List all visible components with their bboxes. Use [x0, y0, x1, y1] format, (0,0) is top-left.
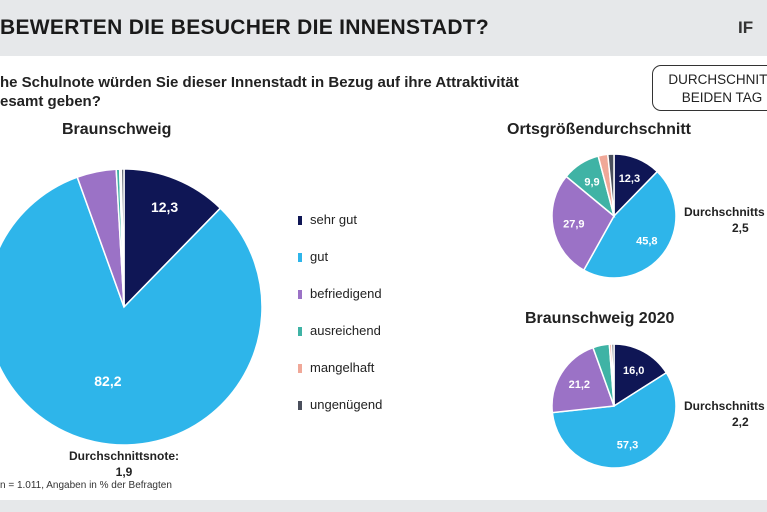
average-note-line-2: BEIDEN TAG [681, 90, 763, 105]
orts-data-label-sehr-gut: 12,3 [619, 173, 640, 185]
main-chart-title: Braunschweig [62, 121, 172, 138]
orts-data-label-ausreichend: 9,9 [584, 176, 599, 188]
legend-swatch-gut [298, 253, 302, 262]
bs2020-data-label-befriedigend: 21,2 [569, 379, 590, 391]
bs2020-data-label-sehr-gut: 16,0 [623, 365, 644, 377]
legend-swatch-sehr-gut [298, 216, 302, 225]
orts-average-label: Durchschnitts [684, 205, 765, 219]
survey-question: he Schulnote würden Sie dieser Innenstad… [0, 73, 610, 111]
main-average-label: Durchschnittsnote: [68, 449, 179, 463]
legend-swatch-ausreichend [298, 327, 302, 336]
orts-data-label-gut: 45,8 [636, 235, 657, 247]
pie-chart-braunschweig: 12,3 82,2 [0, 168, 263, 446]
legend-label: ausreichend [310, 323, 381, 338]
legend-swatch-ungenuegend [298, 401, 302, 410]
main-average-grade: Durchschnittsnote: 1,9 [64, 448, 184, 480]
orts-average-grade: Durchschnitts 2,5 [684, 204, 767, 236]
bs2020-slice-gut [551, 371, 677, 469]
pie-chart-braunschweig-2020: 16,0 57,3 21,2 [551, 343, 677, 469]
average-note-line-1: DURCHSCHNITT [668, 72, 767, 87]
bs2020-chart-title: Braunschweig 2020 [525, 310, 675, 327]
orts-slice-ungenuegend [606, 153, 615, 217]
bs2020-slice-ungenuegend [610, 343, 615, 407]
legend-label: mangelhaft [310, 360, 375, 375]
bs2020-slice-sehr-gut [613, 343, 668, 408]
main-slice-sehr-gut [123, 168, 222, 309]
bs2020-average-grade: Durchschnitts 2,2 [684, 398, 767, 430]
bs2020-data-label-gut: 57,3 [617, 440, 638, 452]
brand-logo: IF [738, 18, 754, 37]
legend-label: befriedigend [310, 286, 382, 301]
header-bar: BEWERTEN DIE BESUCHER DIE INNENSTADT? IF [0, 0, 767, 56]
average-note-box: DURCHSCHNITT BEIDEN TAG [652, 65, 767, 111]
legend-label: sehr gut [310, 212, 357, 227]
question-line-1: he Schulnote würden Sie dieser Innenstad… [0, 74, 519, 91]
legend-label: ungenügend [310, 397, 383, 412]
legend-label: gut [310, 249, 329, 264]
pie-chart-ortsgroessendurchschnitt: 12,3 45,8 27,9 9,9 [551, 153, 677, 279]
orts-average-value: 2,5 [732, 221, 749, 235]
legend-swatch-befriedigend [298, 290, 302, 299]
footer-bar [0, 500, 767, 512]
main-average-value: 1,9 [115, 465, 133, 479]
main-data-label-sehr-gut: 12,3 [151, 199, 178, 215]
page-title: BEWERTEN DIE BESUCHER DIE INNENSTADT? [0, 16, 490, 39]
legend-swatch-mangelhaft [298, 364, 302, 373]
orts-data-label-befriedigend: 27,9 [563, 218, 584, 230]
sample-footnote: n = 1.011, Angaben in % der Befragten [0, 480, 172, 491]
main-data-label-gut: 82,2 [94, 373, 121, 389]
bs2020-average-label: Durchschnitts [684, 399, 765, 413]
question-line-2: esamt geben? [0, 93, 101, 110]
bs2020-average-value: 2,2 [732, 415, 749, 429]
orts-slice-befriedigend [551, 175, 615, 272]
orts-chart-title: Ortsgrößendurchschnitt [507, 121, 692, 138]
main-slice-ungenuegend [120, 168, 125, 308]
main-slice-gut [0, 176, 263, 446]
orts-slice-gut [582, 170, 677, 279]
